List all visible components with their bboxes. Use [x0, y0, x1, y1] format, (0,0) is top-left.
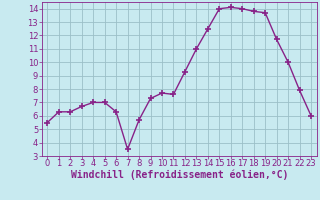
X-axis label: Windchill (Refroidissement éolien,°C): Windchill (Refroidissement éolien,°C) — [70, 170, 288, 180]
